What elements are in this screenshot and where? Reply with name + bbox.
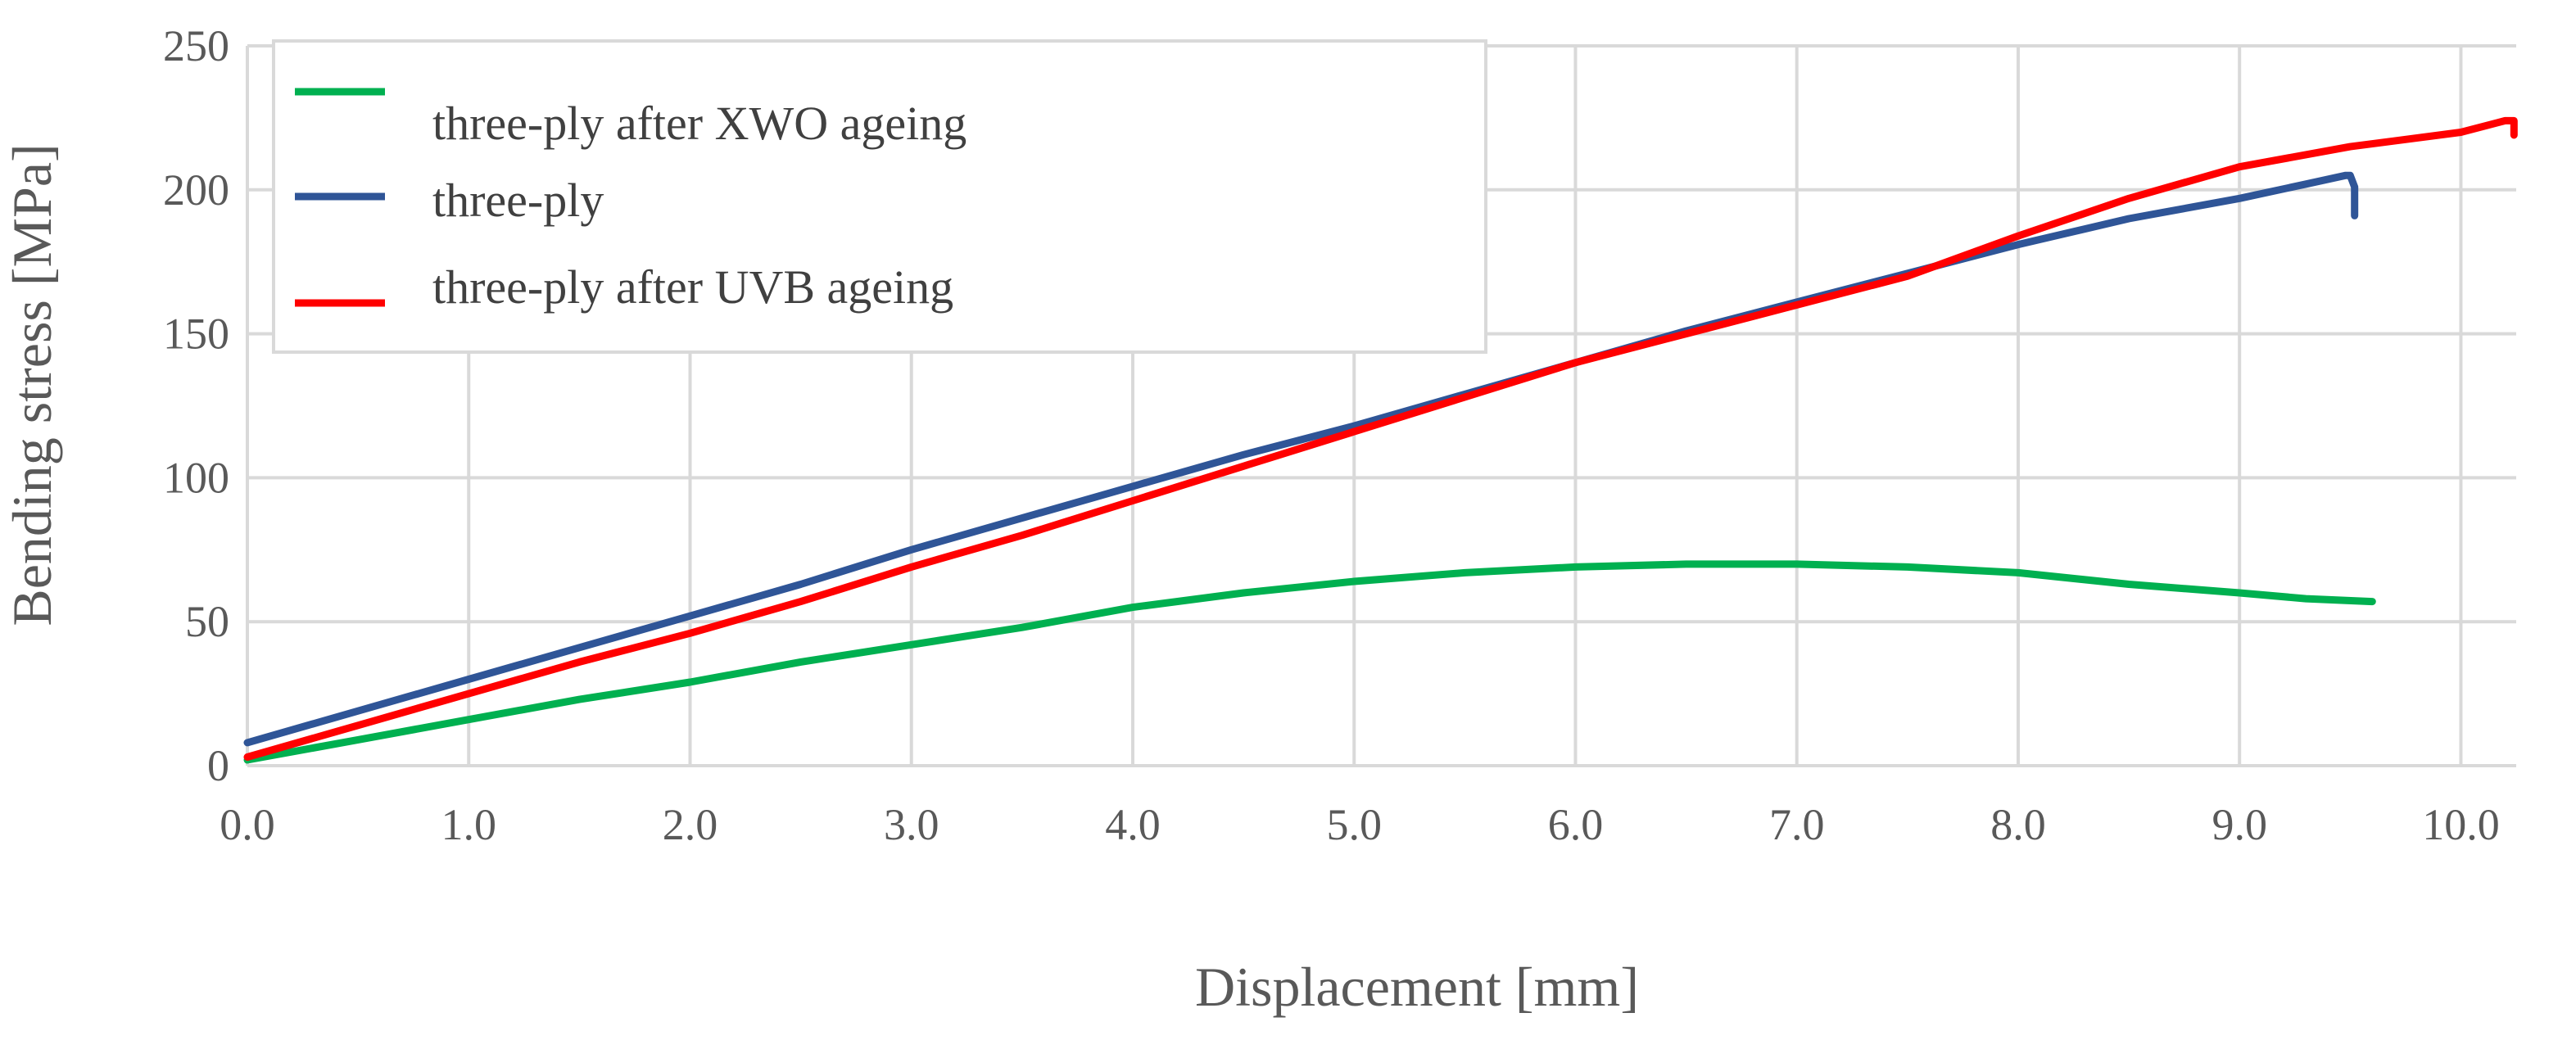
- y-tick-label: 50: [185, 597, 229, 646]
- legend: three-ply after XWO ageing three-ply thr…: [272, 39, 1487, 354]
- x-tick-label: 8.0: [1990, 800, 2046, 849]
- axis-ticks: 0 50 100 150 200 250 0.0 1.0 2.0 3.0 4.0 5.0 6.0 7.0 8…: [163, 21, 2500, 849]
- legend-label-three-ply: three-ply: [432, 174, 604, 227]
- x-tick-label: 2.0: [663, 800, 718, 849]
- legend-label-uvb: three-ply after UVB ageing: [432, 260, 953, 314]
- x-tick-label: 10.0: [2422, 800, 2500, 849]
- y-tick-label: 0: [207, 741, 229, 790]
- y-tick-label: 200: [163, 165, 229, 215]
- series-line-uvb: [243, 116, 2518, 761]
- x-tick-label: 1.0: [441, 800, 496, 849]
- x-tick-label: 3.0: [884, 800, 939, 849]
- x-tick-label: 5.0: [1326, 800, 1382, 849]
- x-tick-label: 6.0: [1548, 800, 1604, 849]
- y-tick-label: 250: [163, 21, 229, 70]
- y-axis-title: Bending stress [MPa]: [1, 143, 63, 626]
- legend-box: [272, 39, 1487, 354]
- y-tick-label: 150: [163, 310, 229, 359]
- y-tick-label: 100: [163, 453, 229, 502]
- x-tick-label: 7.0: [1769, 800, 1825, 849]
- x-tick-label: 9.0: [2212, 800, 2267, 849]
- series-lines: [243, 116, 2518, 764]
- legend-label-xwo: three-ply after XWO ageing: [432, 97, 967, 150]
- series-line-xwo: [243, 560, 2376, 764]
- x-tick-label: 4.0: [1105, 800, 1161, 849]
- x-tick-label: 0.0: [220, 800, 275, 849]
- x-axis-title: Displacement [mm]: [1195, 956, 1639, 1018]
